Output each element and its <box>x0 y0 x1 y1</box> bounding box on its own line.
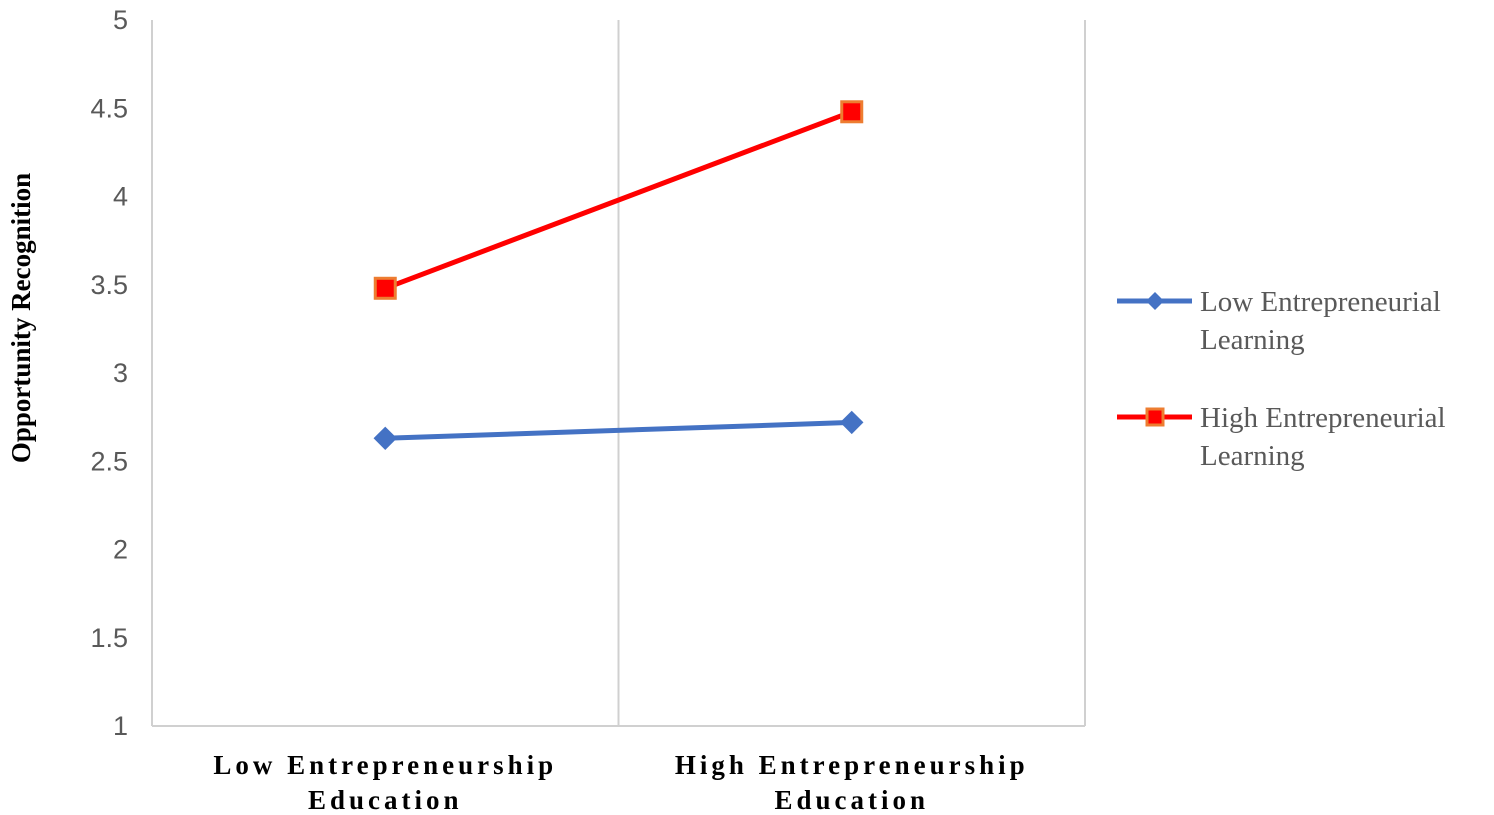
gridlines <box>151 20 1086 726</box>
series-line <box>385 419 852 441</box>
x-category-label: High Entrepreneurship <box>675 750 1029 780</box>
x-category-label: Education <box>308 785 463 815</box>
series <box>373 100 864 451</box>
x-category-label: Low Entrepreneurship <box>213 750 557 780</box>
data-point-marker <box>840 410 864 435</box>
series-line <box>384 109 853 291</box>
x-category-labels: Low Entrepreneurship Education High Entrep… <box>213 750 1029 815</box>
legend-marker <box>1145 407 1165 427</box>
legend-marker <box>1146 292 1164 310</box>
y-tick-label: 2 <box>113 535 128 565</box>
data-point-marker <box>373 426 397 451</box>
y-tick-label: 2.5 <box>90 446 128 476</box>
y-tick-label: 1.5 <box>90 623 128 653</box>
data-point-marker <box>373 276 397 300</box>
y-tick-label: 5 <box>113 5 128 35</box>
legend-label: Learning <box>1200 324 1305 356</box>
x-category-label: Education <box>774 785 929 815</box>
y-tick-labels: 1 1.5 2 2.5 3 3.5 4 4.5 5 <box>90 5 128 741</box>
data-point-marker <box>840 100 864 124</box>
y-tick-label: 3 <box>113 358 128 388</box>
y-tick-label: 3.5 <box>90 270 128 300</box>
legend-label: High Entrepreneurial <box>1200 402 1446 434</box>
legend-label: Learning <box>1200 440 1305 472</box>
y-axis-title: Opportunity Recognition <box>6 173 36 463</box>
y-tick-label: 4.5 <box>90 93 128 123</box>
legend-label: Low Entrepreneurial <box>1200 286 1441 318</box>
y-tick-label: 1 <box>113 711 128 741</box>
y-tick-label: 4 <box>113 182 128 212</box>
legend: Low Entrepreneurial Learning High Entrepre… <box>1117 286 1446 472</box>
